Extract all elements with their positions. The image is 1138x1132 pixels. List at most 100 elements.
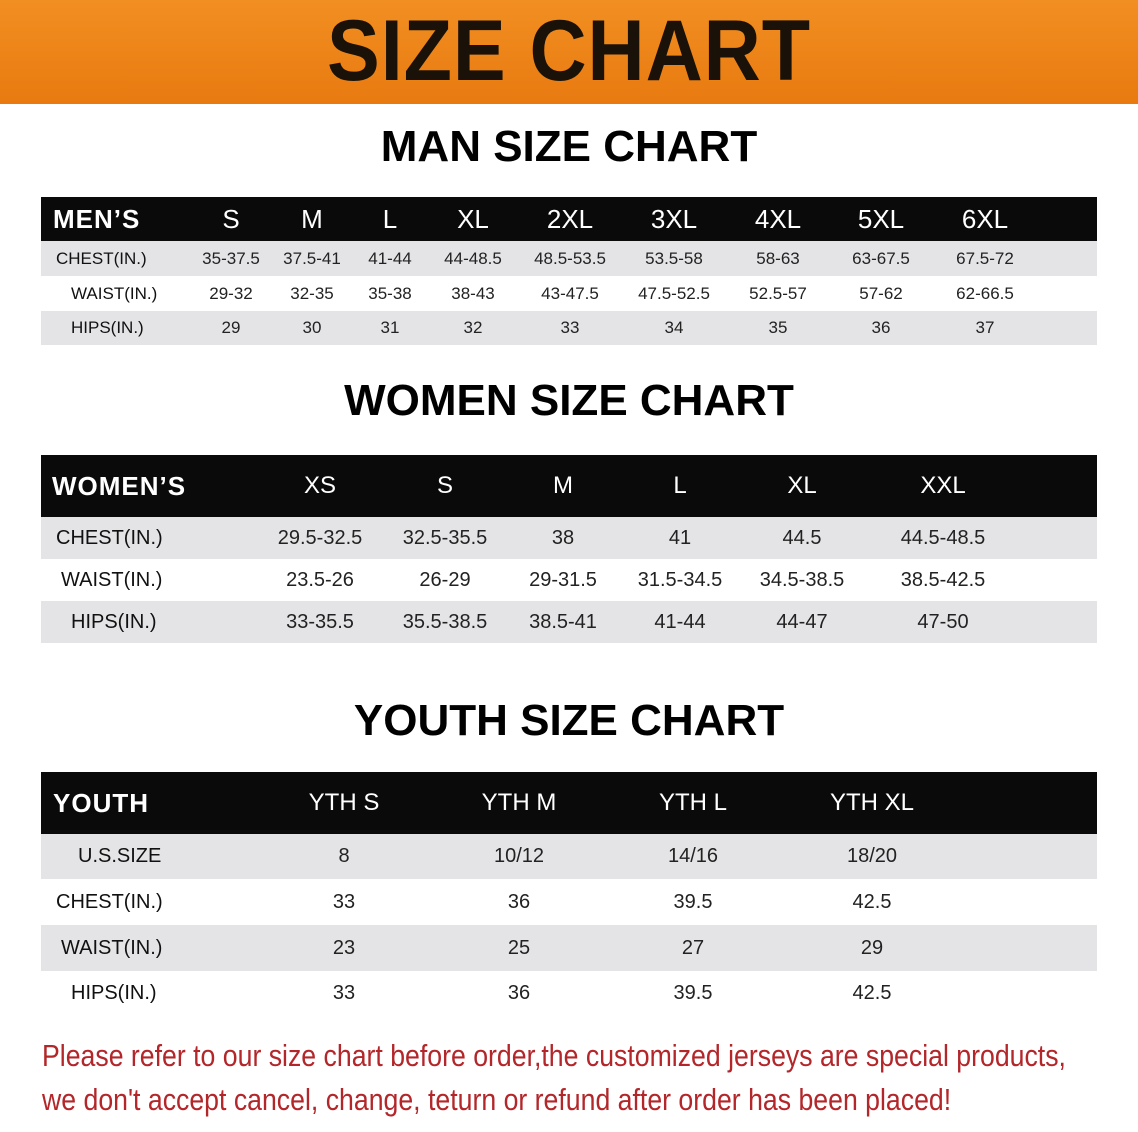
table-cell: 34.5-38.5 bbox=[759, 568, 845, 591]
table-cell: 41-44 bbox=[368, 248, 412, 268]
size-header-cell: YTH S bbox=[308, 789, 380, 816]
table-row: WAIST(IN.) 23.5-26 26-29 29-31.5 31.5-34.5 34… bbox=[41, 559, 1097, 601]
table-cell: 32 bbox=[463, 318, 483, 337]
size-chart-banner: SIZE CHART bbox=[0, 0, 1138, 104]
table-cell: 57-62 bbox=[859, 283, 903, 303]
notice-line-1: Please refer to our size chart before or… bbox=[42, 1038, 1066, 1073]
table-cell: 42.5 bbox=[852, 982, 892, 1004]
table-cell: 29-32 bbox=[209, 283, 253, 303]
table-cell: 53.5-58 bbox=[645, 248, 703, 268]
table-category-label: YOUTH bbox=[53, 787, 149, 818]
table-row: CHEST(IN.) 35-37.5 37.5-41 41-44 44-48.5 48.5… bbox=[41, 241, 1097, 276]
measurement-label: WAIST(IN.) bbox=[61, 936, 163, 959]
table-row: WAIST(IN.) 29-32 32-35 35-38 38-43 43-47.5 47.… bbox=[41, 276, 1097, 311]
table-row: HIPS(IN.) 33 36 39.5 42.5 bbox=[41, 971, 1097, 1016]
table-cell: 33 bbox=[332, 982, 356, 1004]
table-cell: 38 bbox=[551, 526, 575, 549]
table-header-row: YOUTH YTH S YTH M YTH L YTH XL bbox=[41, 772, 1097, 834]
table-cell: 43-47.5 bbox=[541, 283, 599, 303]
table-cell: 52.5-57 bbox=[749, 283, 807, 303]
size-header-cell: XXL bbox=[920, 472, 966, 499]
size-header-cell: 4XL bbox=[754, 203, 802, 234]
table-row: U.S.SIZE 8 10/12 14/16 18/20 bbox=[41, 834, 1097, 879]
table-cell: 44-48.5 bbox=[444, 248, 502, 268]
men-section-title: MAN SIZE CHART bbox=[380, 122, 758, 171]
table-cell: 47-50 bbox=[917, 610, 969, 633]
measurement-label: WAIST(IN.) bbox=[71, 283, 158, 303]
table-category-label: MEN’S bbox=[53, 203, 141, 234]
table-cell: 23.5-26 bbox=[286, 568, 354, 591]
table-cell: 27 bbox=[681, 936, 705, 959]
table-cell: 33 bbox=[332, 890, 356, 913]
table-cell: 37.5-41 bbox=[283, 248, 341, 268]
table-cell: 37 bbox=[975, 318, 995, 337]
table-row: WAIST(IN.) 23 25 27 29 bbox=[41, 925, 1097, 971]
table-cell: 42.5 bbox=[852, 890, 892, 913]
table-cell: 39.5 bbox=[673, 890, 713, 913]
table-cell: 8 bbox=[338, 845, 350, 867]
size-header-cell: S bbox=[222, 203, 240, 234]
table-cell: 62-66.5 bbox=[956, 283, 1014, 303]
table-category-label: WOMEN’S bbox=[52, 470, 187, 501]
size-header-cell: 5XL bbox=[857, 203, 905, 234]
table-cell: 18/20 bbox=[846, 845, 898, 867]
page-title: SIZE CHART bbox=[327, 3, 811, 99]
table-cell: 35-37.5 bbox=[202, 248, 260, 268]
table-cell: 35 bbox=[768, 318, 788, 337]
table-cell: 31 bbox=[380, 318, 400, 337]
table-cell: 38.5-42.5 bbox=[900, 568, 986, 591]
size-header-cell: S bbox=[436, 472, 454, 499]
measurement-label: CHEST(IN.) bbox=[56, 890, 163, 913]
table-cell: 32-35 bbox=[290, 283, 334, 303]
table-row: HIPS(IN.) 29 30 31 32 33 34 35 36 37 bbox=[41, 311, 1097, 345]
table-cell: 39.5 bbox=[673, 982, 713, 1004]
table-cell: 29 bbox=[860, 936, 884, 959]
table-cell: 35.5-38.5 bbox=[402, 610, 488, 633]
table-row: HIPS(IN.) 33-35.5 35.5-38.5 38.5-41 41-44 44-… bbox=[41, 601, 1097, 643]
table-header-row: WOMEN’S XS S M L XL XXL bbox=[41, 455, 1097, 517]
measurement-label: U.S.SIZE bbox=[78, 845, 162, 867]
table-cell: 29 bbox=[221, 318, 241, 337]
notice-line-2: we don't accept cancel, change, teturn o… bbox=[42, 1082, 952, 1117]
size-header-cell: L bbox=[673, 472, 687, 499]
table-cell: 38.5-41 bbox=[529, 610, 597, 633]
table-cell: 36 bbox=[507, 982, 531, 1004]
table-cell: 44-47 bbox=[776, 610, 828, 633]
table-cell: 31.5-34.5 bbox=[637, 568, 723, 591]
youth-section-title: YOUTH SIZE CHART bbox=[353, 696, 785, 745]
table-cell: 10/12 bbox=[493, 845, 545, 867]
size-header-cell: YTH XL bbox=[829, 789, 915, 816]
measurement-label: HIPS(IN.) bbox=[71, 318, 144, 337]
table-cell: 25 bbox=[507, 936, 531, 959]
size-header-cell: XS bbox=[303, 472, 337, 499]
table-cell: 41-44 bbox=[654, 610, 706, 633]
table-cell: 67.5-72 bbox=[956, 248, 1014, 268]
table-cell: 47.5-52.5 bbox=[638, 283, 710, 303]
table-cell: 48.5-53.5 bbox=[534, 248, 606, 268]
measurement-label: WAIST(IN.) bbox=[61, 568, 163, 591]
table-cell: 30 bbox=[302, 318, 322, 337]
table-cell: 34 bbox=[664, 318, 684, 337]
table-cell: 38-43 bbox=[451, 283, 495, 303]
table-cell: 23 bbox=[332, 936, 356, 959]
table-cell: 32.5-35.5 bbox=[402, 526, 488, 549]
size-header-cell: L bbox=[382, 203, 398, 234]
table-cell: 44.5 bbox=[782, 526, 822, 549]
table-row: CHEST(IN.) 33 36 39.5 42.5 bbox=[41, 879, 1097, 925]
table-cell: 44.5-48.5 bbox=[900, 526, 986, 549]
size-header-cell: YTH L bbox=[658, 789, 728, 816]
table-cell: 29.5-32.5 bbox=[277, 526, 363, 549]
table-cell: 26-29 bbox=[419, 568, 471, 591]
measurement-label: CHEST(IN.) bbox=[56, 248, 147, 268]
table-cell: 33 bbox=[560, 318, 580, 337]
table-cell: 36 bbox=[507, 890, 531, 913]
table-cell: 58-63 bbox=[756, 248, 800, 268]
measurement-label: HIPS(IN.) bbox=[71, 982, 157, 1004]
measurement-label: HIPS(IN.) bbox=[71, 610, 157, 633]
table-cell: 63-67.5 bbox=[852, 248, 910, 268]
size-header-cell: YTH M bbox=[481, 789, 557, 816]
size-header-cell: 2XL bbox=[546, 203, 594, 234]
women-section-title: WOMEN SIZE CHART bbox=[344, 376, 794, 425]
size-header-cell: 6XL bbox=[961, 203, 1009, 234]
size-header-cell: XL bbox=[457, 203, 489, 234]
